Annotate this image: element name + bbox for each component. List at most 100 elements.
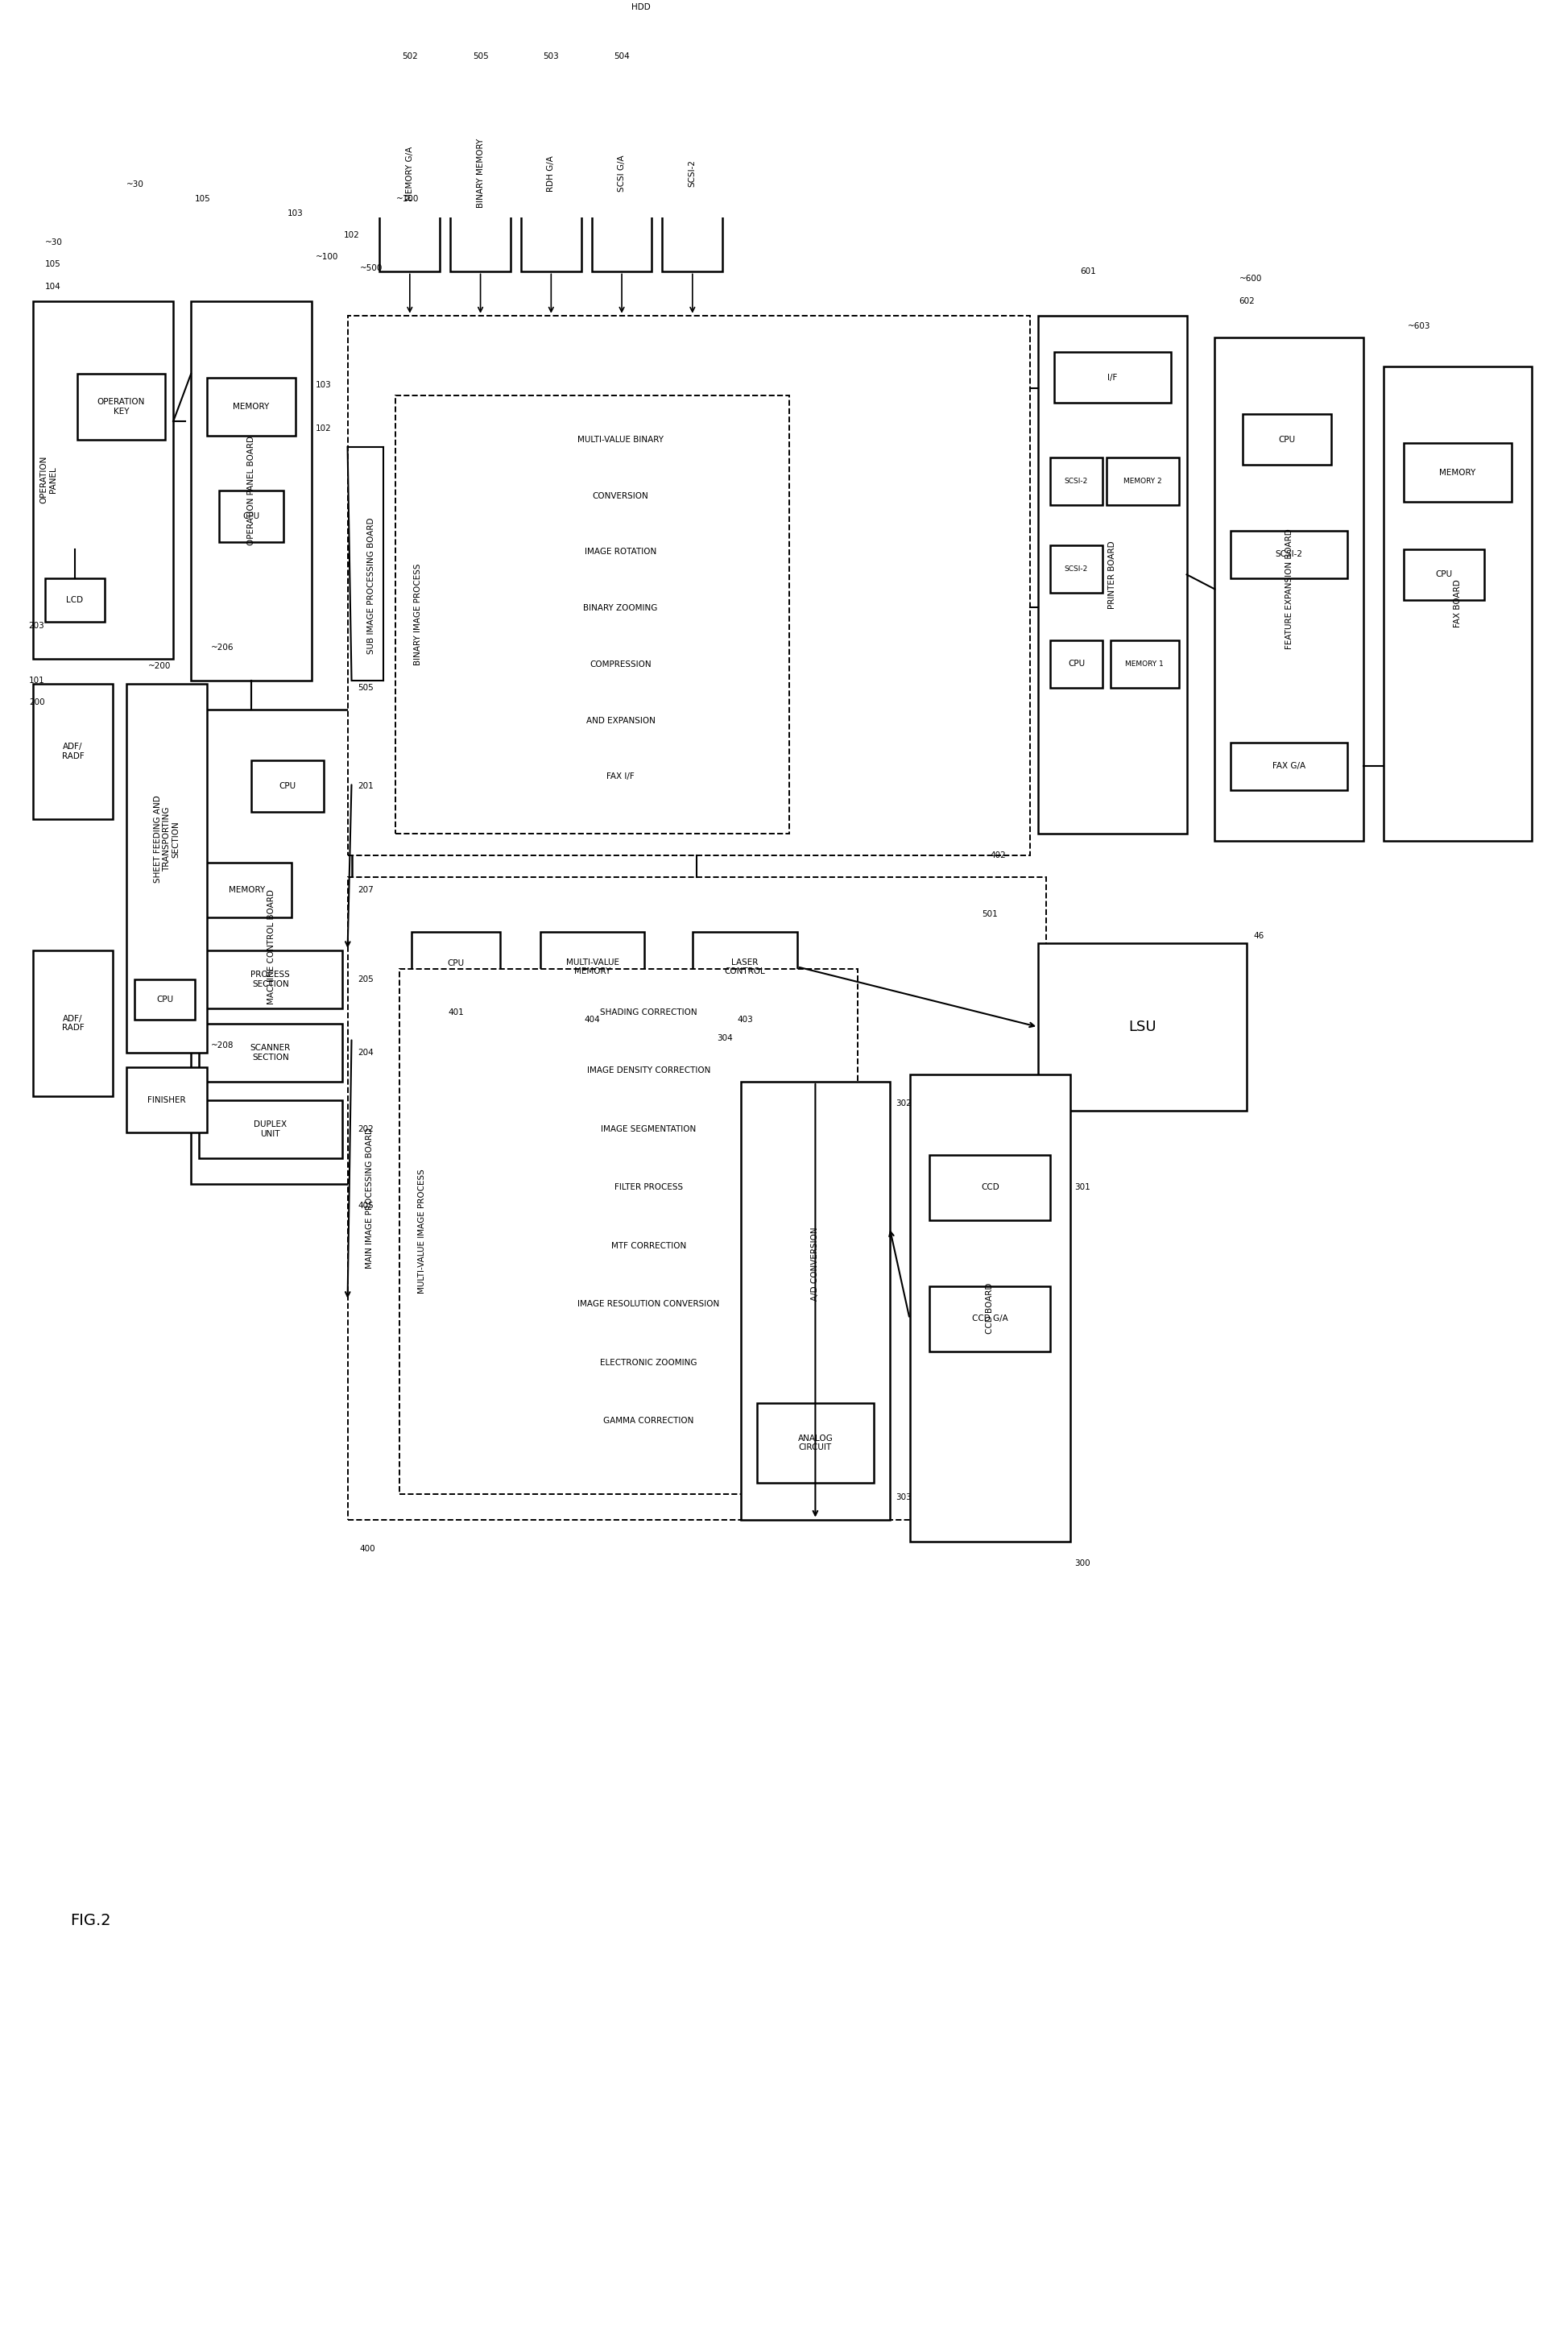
Text: ~200: ~200 [147, 662, 171, 669]
Text: 405: 405 [358, 1202, 373, 1209]
Bar [33, 683, 113, 819]
Text: 504: 504 [613, 51, 630, 61]
Bar [220, 491, 284, 543]
Text: SCSI-2: SCSI-2 [1065, 566, 1088, 573]
Text: IMAGE SEGMENTATION: IMAGE SEGMENTATION [601, 1125, 696, 1132]
Bar [199, 950, 342, 1008]
Text: 505: 505 [358, 683, 373, 692]
Bar [379, 75, 441, 271]
Bar [1243, 414, 1331, 465]
Text: MTF CORRECTION: MTF CORRECTION [612, 1242, 687, 1249]
Text: ADF/
RADF: ADF/ RADF [61, 744, 85, 760]
Bar [1038, 316, 1187, 833]
Text: 302: 302 [895, 1099, 913, 1109]
Bar [207, 377, 295, 435]
Bar [45, 578, 105, 622]
Bar [1231, 531, 1347, 578]
Text: 402: 402 [989, 851, 1007, 858]
Text: ANALOG
CIRCUIT: ANALOG CIRCUIT [798, 1434, 833, 1453]
Text: OPERATION
PANEL: OPERATION PANEL [41, 456, 58, 503]
Text: FILTER PROCESS: FILTER PROCESS [615, 1184, 684, 1191]
Text: 102: 102 [315, 426, 331, 433]
Text: ~30: ~30 [127, 180, 144, 187]
Bar [127, 683, 207, 1053]
Text: 403: 403 [737, 1015, 753, 1024]
Text: LCD: LCD [66, 596, 83, 603]
Text: CONVERSION: CONVERSION [593, 491, 649, 501]
Text: 207: 207 [358, 886, 373, 893]
Text: 503: 503 [543, 51, 560, 61]
Text: CPU: CPU [1278, 435, 1295, 444]
Text: 200: 200 [28, 699, 44, 706]
Text: ~206: ~206 [212, 643, 234, 653]
Text: BINARY IMAGE PROCESS: BINARY IMAGE PROCESS [414, 564, 422, 667]
Text: DUPLEX
UNIT: DUPLEX UNIT [254, 1120, 287, 1137]
Text: CPU: CPU [243, 512, 260, 519]
Text: CPU: CPU [447, 959, 464, 966]
Text: 201: 201 [358, 781, 373, 791]
Text: CCD G/A: CCD G/A [972, 1315, 1008, 1324]
Text: FAX BOARD: FAX BOARD [1454, 580, 1461, 627]
Text: A/D CONVERSION: A/D CONVERSION [811, 1228, 820, 1300]
Bar [1051, 458, 1102, 505]
Text: BINARY MEMORY: BINARY MEMORY [477, 138, 485, 208]
Text: SHADING CORRECTION: SHADING CORRECTION [601, 1008, 698, 1017]
Text: MEMORY G/A: MEMORY G/A [406, 145, 414, 201]
Bar [1051, 545, 1102, 592]
Bar [693, 933, 797, 1001]
Text: IMAGE ROTATION: IMAGE ROTATION [585, 547, 657, 557]
Text: HDD: HDD [630, 2, 651, 12]
Bar [1038, 943, 1247, 1111]
Text: CCD: CCD [982, 1184, 999, 1191]
Text: CPU: CPU [1435, 571, 1452, 578]
Text: IMAGE RESOLUTION CONVERSION: IMAGE RESOLUTION CONVERSION [577, 1300, 720, 1308]
Text: ~100: ~100 [315, 253, 339, 262]
Text: 404: 404 [585, 1015, 601, 1024]
Text: MULTI-VALUE
MEMORY: MULTI-VALUE MEMORY [566, 959, 619, 975]
Text: ~100: ~100 [395, 194, 419, 203]
Bar [1107, 458, 1179, 505]
Text: AND EXPANSION: AND EXPANSION [586, 716, 655, 725]
Text: SHEET FEEDING AND
TRANSPORTING
SECTION: SHEET FEEDING AND TRANSPORTING SECTION [154, 795, 180, 882]
Bar [202, 863, 292, 917]
Text: GAMMA CORRECTION: GAMMA CORRECTION [604, 1417, 695, 1424]
Text: 205: 205 [358, 975, 373, 985]
Bar [521, 75, 582, 271]
Text: LASER
CONTROL: LASER CONTROL [724, 959, 765, 975]
Text: CPU: CPU [157, 996, 174, 1003]
Text: SCSI-2: SCSI-2 [1275, 550, 1303, 559]
Text: 101: 101 [28, 676, 45, 685]
Bar [127, 1067, 207, 1132]
Bar [541, 933, 644, 1001]
Bar [77, 374, 165, 440]
Bar [930, 1286, 1051, 1352]
Text: 203: 203 [28, 622, 44, 629]
Bar [1403, 442, 1512, 501]
Text: 301: 301 [1074, 1184, 1090, 1191]
Text: SCANNER
SECTION: SCANNER SECTION [251, 1043, 290, 1062]
Bar [191, 302, 312, 681]
Bar [348, 877, 1046, 1520]
Bar [593, 0, 688, 30]
Text: 105: 105 [45, 260, 61, 269]
Text: 505: 505 [472, 51, 488, 61]
Text: 401: 401 [448, 1008, 464, 1017]
Text: 601: 601 [1080, 267, 1096, 276]
Text: FAX G/A: FAX G/A [1273, 763, 1306, 770]
Text: IMAGE DENSITY CORRECTION: IMAGE DENSITY CORRECTION [586, 1067, 710, 1076]
Text: BINARY ZOOMING: BINARY ZOOMING [583, 603, 659, 613]
Bar [757, 1403, 873, 1483]
Text: 304: 304 [717, 1034, 732, 1041]
Text: MEMORY: MEMORY [1439, 468, 1475, 477]
Text: PROCESS
SECTION: PROCESS SECTION [251, 971, 290, 989]
Text: CPU: CPU [1068, 660, 1085, 669]
Text: CCD BOARD: CCD BOARD [986, 1282, 994, 1333]
Text: LSU: LSU [1129, 1020, 1157, 1034]
Bar [251, 760, 323, 812]
Text: I/F: I/F [1107, 374, 1118, 381]
Text: FEATURE EXPANSION BOARD: FEATURE EXPANSION BOARD [1286, 529, 1294, 650]
Text: 202: 202 [358, 1125, 373, 1132]
Text: 602: 602 [1239, 297, 1254, 304]
Text: 400: 400 [359, 1544, 375, 1553]
Text: SUB IMAGE PROCESSING BOARD: SUB IMAGE PROCESSING BOARD [367, 517, 376, 655]
